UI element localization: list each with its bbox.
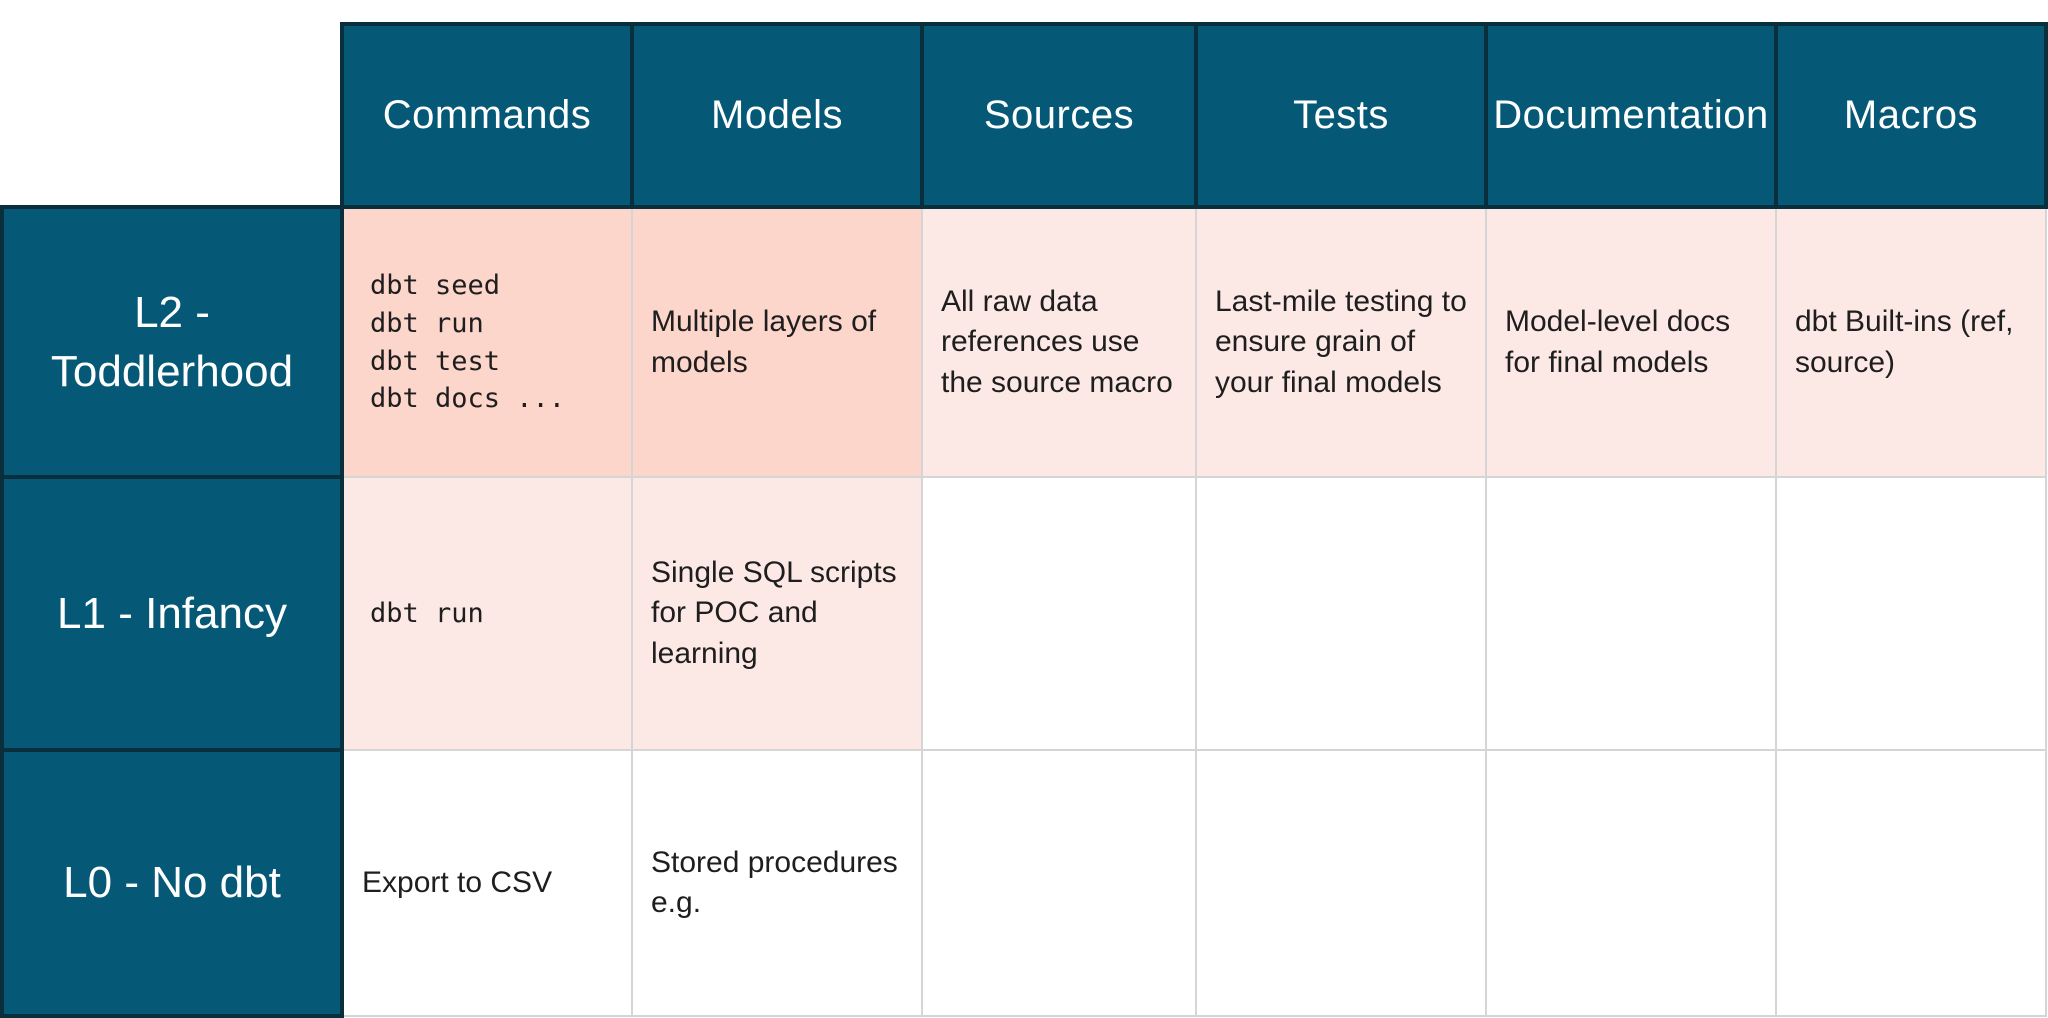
- row-label-l2: L2 - Toddlerhood: [0, 205, 344, 479]
- cell-l0-sources: [921, 749, 1197, 1017]
- row-l0: L0 - No dbt Export to CSV Stored procedu…: [0, 748, 2047, 1018]
- row-l1: L1 - Infancy dbt run Single SQL scripts …: [0, 475, 2047, 752]
- header-cell-tests: Tests: [1194, 22, 1488, 209]
- maturity-table: Commands Models Sources Tests Documentat…: [0, 22, 2048, 1018]
- cell-l2-models: Multiple layers of models: [631, 206, 923, 478]
- maturity-matrix: Commands Models Sources Tests Documentat…: [0, 22, 2048, 1018]
- cell-l0-commands: Export to CSV: [341, 749, 633, 1017]
- cell-l2-commands: dbt seed dbt run dbt test dbt docs ...: [341, 206, 633, 478]
- header-row: Commands Models Sources Tests Documentat…: [2, 22, 2048, 209]
- row-label-l0: L0 - No dbt: [0, 748, 344, 1018]
- header-cell-sources: Sources: [920, 22, 1198, 209]
- row-label-l1: L1 - Infancy: [0, 475, 344, 752]
- header-cell-documentation: Documentation: [1484, 22, 1778, 209]
- cell-l0-documentation: [1485, 749, 1777, 1017]
- header-cell-commands: Commands: [340, 22, 634, 209]
- corner-cell: [2, 24, 342, 207]
- header-cell-models: Models: [630, 22, 924, 209]
- cell-l2-documentation: Model-level docs for final models: [1485, 206, 1777, 478]
- cell-l0-macros: [1775, 749, 2047, 1017]
- cell-l1-tests: [1195, 476, 1487, 751]
- cell-l2-macros: dbt Built-ins (ref, source): [1775, 206, 2047, 478]
- cell-l2-sources: All raw data references use the source m…: [921, 206, 1197, 478]
- header-cell-macros: Macros: [1774, 22, 2048, 209]
- cell-l1-macros: [1775, 476, 2047, 751]
- cell-l1-commands: dbt run: [341, 476, 633, 751]
- cell-l1-sources: [921, 476, 1197, 751]
- cell-l0-models: Stored procedures e.g.: [631, 749, 923, 1017]
- cell-l1-documentation: [1485, 476, 1777, 751]
- cell-l1-models: Single SQL scripts for POC and learning: [631, 476, 923, 751]
- cell-l0-tests: [1195, 749, 1487, 1017]
- row-l2: L2 - Toddlerhood dbt seed dbt run dbt te…: [0, 205, 2047, 479]
- cell-l2-tests: Last-mile testing to ensure grain of you…: [1195, 206, 1487, 478]
